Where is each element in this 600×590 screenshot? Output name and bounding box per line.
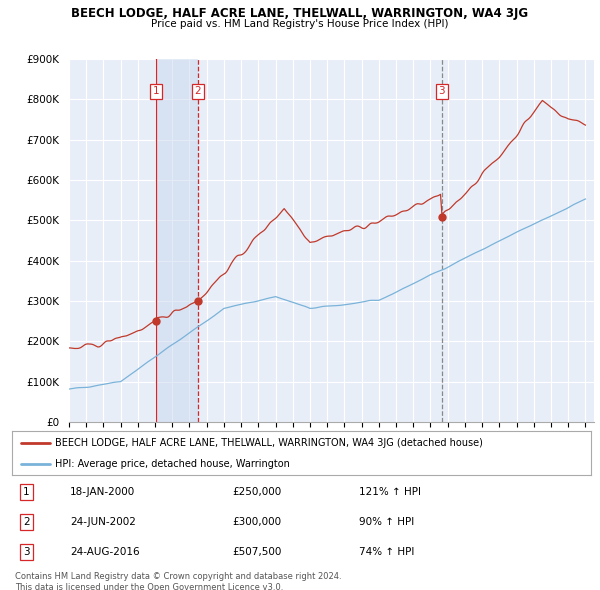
Text: 18-JAN-2000: 18-JAN-2000	[70, 487, 135, 497]
Text: 2: 2	[23, 517, 30, 527]
Text: 24-JUN-2002: 24-JUN-2002	[70, 517, 136, 527]
Text: 1: 1	[23, 487, 30, 497]
Text: Price paid vs. HM Land Registry's House Price Index (HPI): Price paid vs. HM Land Registry's House …	[151, 19, 449, 30]
Text: 90% ↑ HPI: 90% ↑ HPI	[359, 517, 415, 527]
Text: Contains HM Land Registry data © Crown copyright and database right 2024.
This d: Contains HM Land Registry data © Crown c…	[15, 572, 341, 590]
Text: 2: 2	[194, 86, 201, 96]
Text: BEECH LODGE, HALF ACRE LANE, THELWALL, WARRINGTON, WA4 3JG (detached house): BEECH LODGE, HALF ACRE LANE, THELWALL, W…	[55, 438, 484, 448]
Text: 24-AUG-2016: 24-AUG-2016	[70, 548, 140, 558]
Text: £507,500: £507,500	[232, 548, 281, 558]
Text: BEECH LODGE, HALF ACRE LANE, THELWALL, WARRINGTON, WA4 3JG: BEECH LODGE, HALF ACRE LANE, THELWALL, W…	[71, 7, 529, 20]
Text: £250,000: £250,000	[232, 487, 281, 497]
Text: £300,000: £300,000	[232, 517, 281, 527]
Text: 3: 3	[23, 548, 30, 558]
Text: 74% ↑ HPI: 74% ↑ HPI	[359, 548, 415, 558]
Text: HPI: Average price, detached house, Warrington: HPI: Average price, detached house, Warr…	[55, 459, 290, 469]
Text: 1: 1	[152, 86, 159, 96]
Text: 3: 3	[439, 86, 445, 96]
Text: 121% ↑ HPI: 121% ↑ HPI	[359, 487, 421, 497]
Bar	[156, 59, 198, 422]
